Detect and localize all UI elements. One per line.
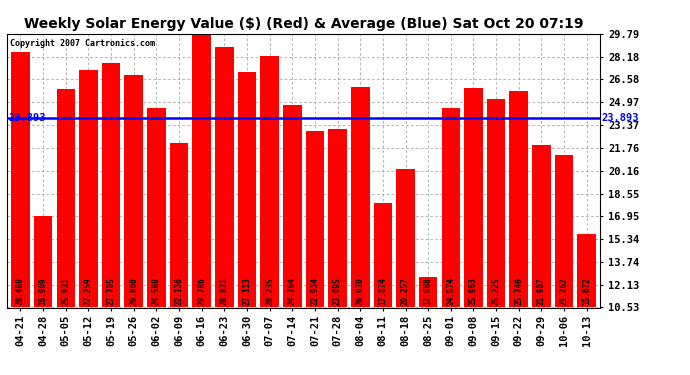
- Bar: [532, 145, 551, 308]
- Text: 28.480: 28.480: [16, 278, 25, 305]
- Bar: [373, 203, 392, 308]
- Text: 24.574: 24.574: [446, 278, 455, 305]
- Bar: [487, 99, 505, 308]
- Text: 22.136: 22.136: [175, 278, 184, 305]
- Text: 23.893: 23.893: [602, 112, 639, 123]
- Text: 15.672: 15.672: [582, 278, 591, 305]
- Text: 21.262: 21.262: [560, 278, 569, 305]
- Bar: [57, 88, 75, 308]
- Bar: [555, 155, 573, 308]
- Text: 22.934: 22.934: [310, 278, 319, 305]
- Text: 28.235: 28.235: [265, 278, 274, 305]
- Bar: [193, 34, 211, 308]
- Text: 25.740: 25.740: [514, 278, 523, 305]
- Bar: [237, 72, 256, 308]
- Text: 25.225: 25.225: [491, 278, 501, 305]
- Bar: [396, 169, 415, 308]
- Bar: [124, 75, 143, 308]
- Text: Copyright 2007 Cartronics.com: Copyright 2007 Cartronics.com: [10, 39, 155, 48]
- Bar: [578, 234, 596, 308]
- Text: 12.668: 12.668: [424, 278, 433, 305]
- Bar: [509, 92, 528, 308]
- Bar: [79, 70, 98, 308]
- Bar: [419, 277, 437, 308]
- Bar: [442, 108, 460, 308]
- Bar: [34, 216, 52, 308]
- Bar: [260, 56, 279, 308]
- Bar: [147, 108, 166, 307]
- Title: Weekly Solar Energy Value ($) (Red) & Average (Blue) Sat Oct 20 07:19: Weekly Solar Energy Value ($) (Red) & Av…: [24, 17, 583, 31]
- Text: 26.030: 26.030: [356, 278, 365, 305]
- Bar: [11, 53, 30, 308]
- Text: 23.095: 23.095: [333, 278, 342, 305]
- Text: 16.969: 16.969: [39, 278, 48, 305]
- Text: 21.987: 21.987: [537, 278, 546, 305]
- Text: 17.874: 17.874: [378, 278, 387, 305]
- Text: 24.580: 24.580: [152, 278, 161, 305]
- Bar: [283, 105, 302, 308]
- Text: 25.931: 25.931: [61, 278, 70, 305]
- Bar: [215, 47, 234, 308]
- Bar: [170, 142, 188, 308]
- Text: 27.259: 27.259: [84, 278, 93, 305]
- Text: 28.831: 28.831: [220, 278, 229, 305]
- Text: 25.963: 25.963: [469, 278, 478, 305]
- Text: 29.786: 29.786: [197, 278, 206, 305]
- Text: 26.860: 26.860: [129, 278, 138, 305]
- Bar: [328, 129, 347, 308]
- Bar: [306, 131, 324, 308]
- Text: 24.764: 24.764: [288, 278, 297, 305]
- Bar: [464, 88, 483, 308]
- Text: 27.705: 27.705: [106, 278, 116, 305]
- Text: 27.113: 27.113: [242, 278, 251, 305]
- Text: 23.893: 23.893: [8, 112, 46, 123]
- Text: 20.257: 20.257: [401, 278, 410, 305]
- Bar: [351, 87, 370, 308]
- Bar: [102, 63, 120, 308]
